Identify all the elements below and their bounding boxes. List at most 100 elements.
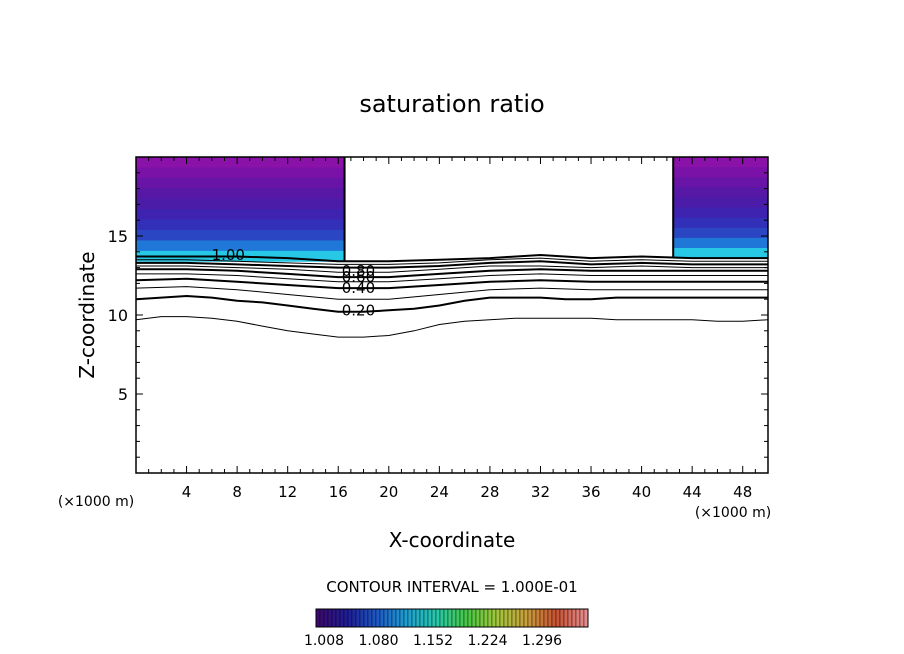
x-tick-label-3: 16 <box>329 483 348 501</box>
colorbar-swatch-20 <box>395 608 401 628</box>
fill-band-0-3 <box>136 188 345 200</box>
x-tick-label-10: 44 <box>683 483 702 501</box>
colorbar-swatch-59 <box>551 608 557 628</box>
fill-band-0-8 <box>136 240 345 252</box>
colorbar-swatch-43 <box>487 608 493 628</box>
colorbar-swatch-60 <box>555 608 561 628</box>
fill-band-1-1 <box>673 167 768 178</box>
fill-band-1-2 <box>673 177 768 188</box>
colorbar-swatch-54 <box>531 608 537 628</box>
colorbar-swatch-53 <box>527 608 533 628</box>
contour-label-3: 0.40 <box>342 279 375 297</box>
colorbar-swatch-35 <box>455 608 461 628</box>
colorbar-swatch-58 <box>547 608 553 628</box>
fill-band-1-5 <box>673 207 768 219</box>
colorbar-swatch-37 <box>463 608 469 628</box>
colorbar-swatch-6 <box>339 608 345 628</box>
colorbar-swatch-3 <box>327 608 333 628</box>
y-tick-label-1: 10 <box>108 306 128 325</box>
colorbar-swatch-23 <box>407 608 413 628</box>
colorbar-swatch-0 <box>315 608 321 628</box>
contour-line-9 <box>136 253 768 263</box>
colorbar-swatch-56 <box>539 608 545 628</box>
colorbar-swatch-64 <box>571 608 577 628</box>
contour-line-7 <box>136 260 768 269</box>
x-tick-label-8: 36 <box>581 483 600 501</box>
colorbar-swatch-25 <box>415 608 421 628</box>
fill-band-1-8 <box>673 237 768 249</box>
colorbar-swatch-11 <box>359 608 365 628</box>
contour-line-4 <box>136 273 768 283</box>
x-left-unit-label: (×1000 m) <box>58 494 134 510</box>
colorbar-swatch-24 <box>411 608 417 628</box>
fill-band-0-1 <box>136 167 345 179</box>
colorbar-tick-2: 1.152 <box>413 633 453 649</box>
fill-band-1-6 <box>673 217 768 229</box>
contour-label-2: 0.60 <box>342 268 375 286</box>
x-tick-label-4: 20 <box>379 483 398 501</box>
colorbar-swatch-61 <box>559 608 565 628</box>
colorbar-swatch-52 <box>523 608 529 628</box>
fill-band-0-7 <box>136 229 345 241</box>
colorbar-swatch-30 <box>435 608 441 628</box>
colorbar-swatch-14 <box>371 608 377 628</box>
x-tick-label-11: 48 <box>733 483 752 501</box>
colorbar-swatch-28 <box>427 608 433 628</box>
colorbar-swatch-40 <box>475 608 481 628</box>
x-tick-label-9: 40 <box>632 483 651 501</box>
fill-band-0-6 <box>136 219 345 231</box>
colorbar-swatch-31 <box>439 608 445 628</box>
colorbar-tick-0: 1.008 <box>304 633 344 649</box>
colorbar-swatch-41 <box>479 608 485 628</box>
colorbar-swatch-34 <box>451 608 457 628</box>
colorbar-swatch-26 <box>419 608 425 628</box>
y-tick-label-2: 15 <box>108 227 128 246</box>
fill-band-0-5 <box>136 209 345 221</box>
contour-line-0 <box>135 316 769 338</box>
contour-label-4: 0.20 <box>342 301 375 319</box>
fill-band-1-4 <box>673 197 768 209</box>
contour-line-2 <box>135 286 768 300</box>
colorbar-swatch-8 <box>347 608 353 628</box>
x-right-unit-label: (×1000 m) <box>695 505 771 521</box>
colorbar-swatch-32 <box>443 608 449 628</box>
colorbar-swatch-29 <box>431 608 437 628</box>
fill-band-0-4 <box>136 198 345 210</box>
contour-line-1 <box>135 294 768 313</box>
colorbar-swatch-65 <box>575 608 581 628</box>
x-axis-title: X-coordinate <box>389 528 516 552</box>
y-axis-title: Z-coordinate <box>75 251 99 378</box>
colorbar-swatch-18 <box>387 608 393 628</box>
contour-labels: 1.00 0.800.600.40 0.20 <box>212 246 376 319</box>
contour-label-1: 0.80 <box>342 262 375 280</box>
colorbar-swatch-38 <box>467 608 473 628</box>
contour-line-5 <box>136 268 768 279</box>
colorbar-swatch-19 <box>391 608 397 628</box>
contour-lines <box>135 253 769 338</box>
colorbar-swatch-51 <box>519 608 525 628</box>
chart-title: saturation ratio <box>359 90 544 118</box>
colorbar-swatch-15 <box>375 608 381 628</box>
colorbar-swatch-27 <box>423 608 429 628</box>
colorbar-swatch-45 <box>495 608 501 628</box>
colorbar-swatch-2 <box>323 608 329 628</box>
colorbar-swatch-55 <box>535 608 541 628</box>
colorbar-swatch-17 <box>383 608 389 628</box>
x-tick-label-0: 4 <box>182 483 192 501</box>
contour-line-8 <box>136 257 768 265</box>
colorbar-frame <box>315 608 589 628</box>
colorbar-swatch-4 <box>331 608 337 628</box>
colorbar-swatch-47 <box>503 608 509 628</box>
colorbar-tick-1: 1.080 <box>358 633 398 649</box>
x-tick-label-5: 24 <box>430 483 449 501</box>
colorbar-swatch-5 <box>335 608 341 628</box>
fill-band-0-2 <box>136 177 345 189</box>
fill-band-0-0 <box>136 157 345 168</box>
colorbar-swatch-10 <box>355 608 361 628</box>
colorbar-swatch-39 <box>471 608 477 628</box>
colorbar-swatch-67 <box>583 608 589 628</box>
fill-band-1-7 <box>673 227 768 239</box>
colorbar-swatch-21 <box>399 608 405 628</box>
colorbar-swatch-36 <box>459 608 465 628</box>
